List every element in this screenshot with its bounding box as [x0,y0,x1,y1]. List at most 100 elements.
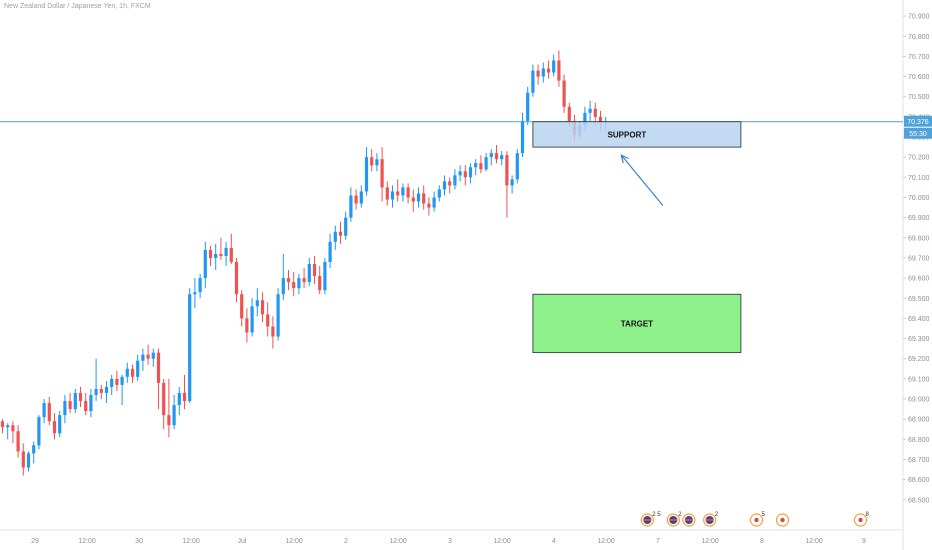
candle-body [541,68,545,77]
candle-body [16,431,20,452]
candle [354,189,358,210]
candle-body [546,68,551,73]
candle [557,50,561,87]
candle-body [333,231,337,242]
candle-body [234,261,239,295]
candle [234,257,239,303]
event-count: 2 [715,512,719,518]
event-marker: 2 5 [640,512,661,527]
candle [312,255,317,285]
time-tick-label: 12:00 [597,538,615,545]
candle [437,185,441,202]
candle [6,423,10,440]
candle [104,380,109,404]
candle [458,165,462,182]
candle-body [318,276,322,291]
target-zone [532,293,742,354]
candle-body [536,70,540,77]
candle [68,392,72,414]
time-tick-label: 8 [760,538,764,545]
candle [276,288,280,341]
event-count: 5 [762,512,766,518]
candle [479,155,483,174]
event-marker [775,513,790,527]
candle-body [240,294,244,319]
candle-body [78,392,83,402]
candle [271,316,275,349]
candle-body [593,108,597,117]
candle-body [416,193,421,202]
candle [526,86,530,125]
candle-body [370,157,374,166]
candle-body [515,153,519,180]
candle-body [598,116,603,123]
time-axis[interactable]: 29 12:00 30 12:00 Jul 12:00 2 12:00 3 12:00 4 12:00… [31,538,866,545]
candle-body [531,70,535,93]
time-tick-label: 12:00 [389,538,407,545]
candle [500,151,504,166]
candle-body [484,157,488,170]
price-axis[interactable]: 70.90070.80070.70070.60070.50070.40070.3… [903,14,932,505]
event-marker: 2 [666,512,682,527]
candle-body [432,197,436,208]
candle-body [307,263,311,283]
candle [208,245,213,267]
candle [318,266,322,295]
candle [89,388,93,418]
price-tick-label: 69.200 [908,356,930,363]
time-tick-label: 12:00 [805,538,823,545]
candle-body [182,392,187,402]
candle [172,394,176,430]
price-tick-label: 70.900 [908,14,930,21]
flag-stripe [643,519,652,521]
candle [177,386,181,416]
candle [198,274,202,299]
candle-body [583,112,587,125]
support-label: SUPPORT [608,130,647,139]
candle [510,175,514,194]
candle-body [32,445,36,454]
candle [146,344,150,365]
candle [260,292,265,323]
candle [380,147,384,202]
candle [240,290,244,327]
candle-body [380,159,384,188]
candle-body [588,108,592,113]
candle [396,179,400,202]
price-tick-label: 68.700 [908,457,930,464]
candle-body [344,217,348,236]
price-tick-label: 69.000 [908,397,930,404]
candle [214,243,218,271]
candle-body [364,157,369,192]
candles-layer [0,50,608,476]
candle [11,421,15,444]
target-label: TARGET [621,319,653,328]
candle-body [286,278,291,283]
candle-body [37,417,41,446]
candle-body [104,386,109,393]
candle [505,151,509,218]
last-price-tag: 70.376 55:30 [904,115,932,139]
candle [73,388,77,414]
candle [489,149,493,166]
candle [162,378,166,430]
arrow-head [620,154,629,164]
candle [120,374,124,406]
candle [125,362,129,383]
candle-body [250,306,254,333]
candle [84,392,88,416]
candle [0,419,5,434]
candle [520,112,525,158]
time-tick-label: 2 [344,538,348,545]
candle-body [297,278,301,289]
candle-body [260,300,265,315]
event-marker: 5 [749,512,766,527]
candle [63,394,67,424]
candle-body [58,415,62,434]
candle-body [68,401,72,410]
candle-body [468,167,473,178]
candle [266,302,270,337]
candle [338,221,343,244]
candle-body [146,354,150,359]
